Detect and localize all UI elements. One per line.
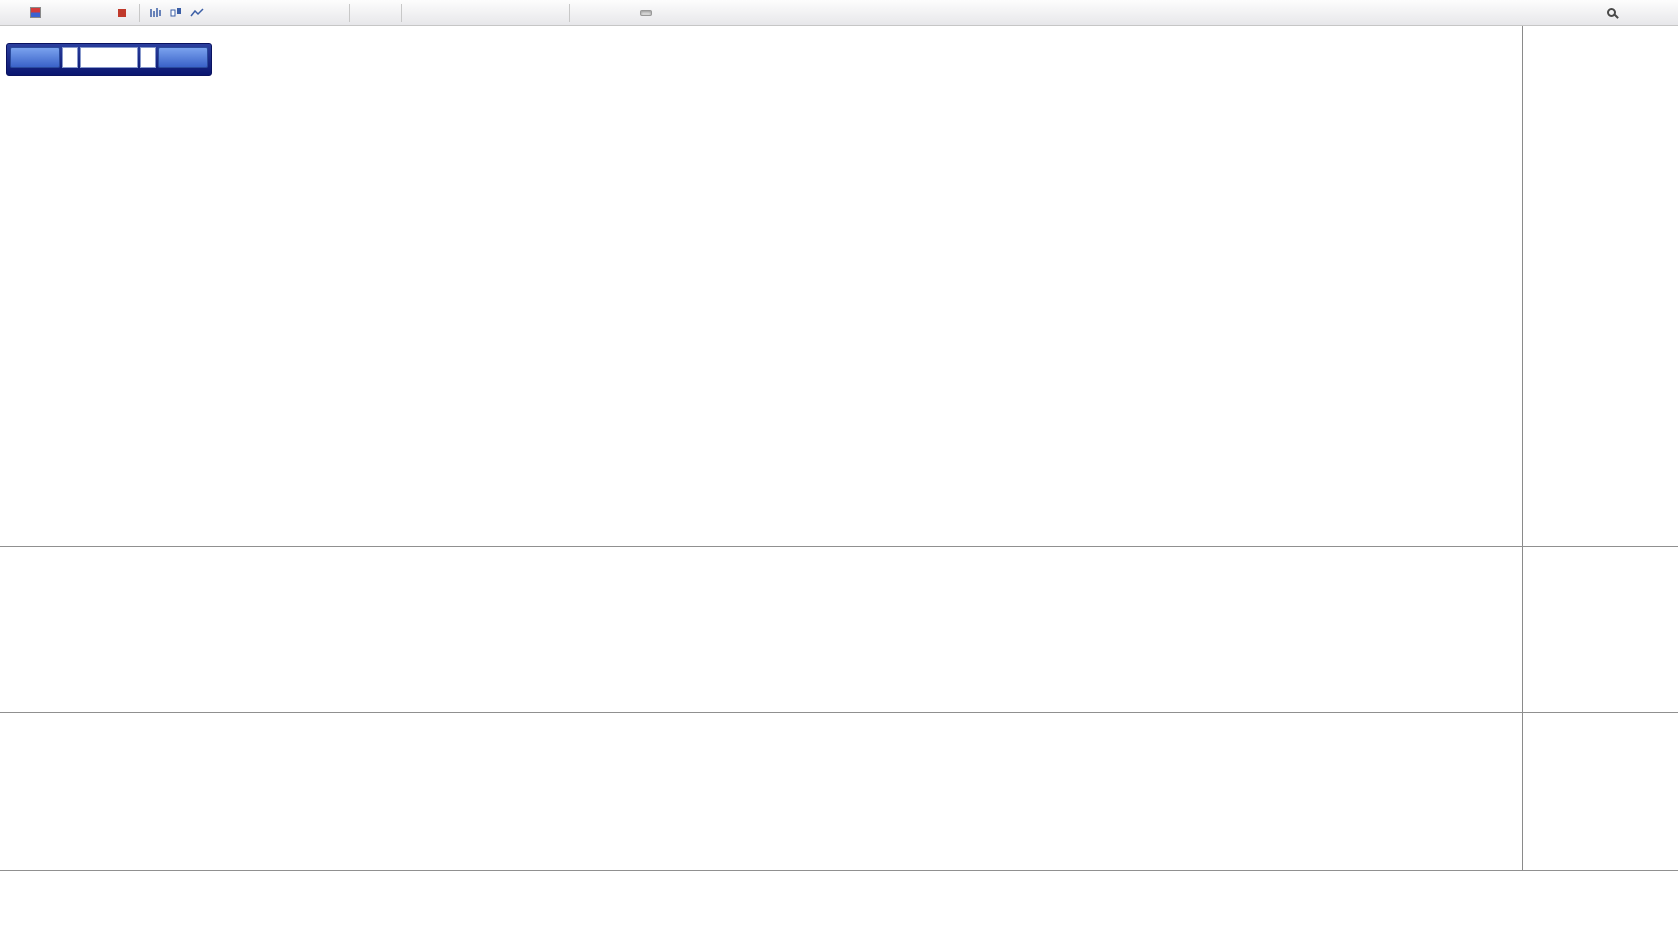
pencil-icon[interactable]	[1622, 3, 1642, 23]
toolbar-separator	[569, 3, 570, 22]
trendline-tool-icon[interactable]	[449, 3, 469, 23]
toolbar-separator	[401, 3, 402, 22]
tf-m15-button[interactable]	[601, 10, 613, 16]
tf-w1-button[interactable]	[666, 10, 678, 16]
candlestick-type-icon[interactable]	[166, 3, 186, 23]
market-watch-icon[interactable]	[50, 3, 70, 23]
chart-area	[0, 26, 1678, 947]
search-icon[interactable]	[1607, 8, 1616, 17]
main-chart-panel[interactable]	[0, 26, 1678, 546]
price-chart-svg	[0, 26, 1522, 546]
tf-m30-button[interactable]	[614, 10, 626, 16]
volume-input[interactable]	[80, 47, 138, 68]
profiles-icon[interactable]	[271, 3, 291, 23]
layers-icon[interactable]	[1648, 3, 1668, 23]
new-chart-icon[interactable]	[4, 3, 24, 23]
zoom-out-icon[interactable]	[229, 3, 249, 23]
horizontal-line-tool-icon[interactable]	[428, 3, 448, 23]
tf-m5-button[interactable]	[588, 10, 600, 16]
rsi-panel[interactable]	[0, 712, 1678, 870]
fibonacci-tool-icon[interactable]	[491, 3, 511, 23]
new-order-icon	[30, 7, 41, 18]
bottom-filler	[0, 892, 1678, 947]
tf-mn-button[interactable]	[679, 10, 691, 16]
navigator-icon[interactable]	[71, 3, 91, 23]
toolbar-right-group	[1607, 3, 1674, 23]
text-tool-icon[interactable]	[512, 3, 532, 23]
autotrade-button[interactable]	[113, 3, 134, 23]
volume-down-button[interactable]	[62, 47, 78, 68]
zoom-in-icon[interactable]	[208, 3, 228, 23]
rsi-axis[interactable]	[1522, 713, 1678, 870]
macd-chart-svg	[0, 547, 1522, 712]
rsi-chart-svg	[0, 713, 1522, 870]
autotrade-icon	[118, 8, 126, 17]
sell-button[interactable]	[10, 47, 60, 68]
bar-chart-type-icon[interactable]	[145, 3, 165, 23]
cursor-tool-icon[interactable]	[355, 3, 375, 23]
tf-h1-button[interactable]	[627, 10, 639, 16]
one-click-trading-panel	[6, 43, 212, 76]
tf-h4-button[interactable]	[640, 9, 652, 16]
toolbar-separator	[349, 3, 350, 22]
toolbar-separator	[139, 3, 140, 22]
line-chart-type-icon[interactable]	[187, 3, 207, 23]
buy-button[interactable]	[158, 47, 208, 68]
tf-d1-button[interactable]	[653, 10, 665, 16]
volume-up-button[interactable]	[140, 47, 156, 68]
macd-axis[interactable]	[1522, 547, 1678, 712]
toolbar	[0, 0, 1678, 26]
refresh-icon[interactable]	[92, 3, 112, 23]
clock-icon[interactable]	[292, 3, 312, 23]
new-order-button[interactable]	[25, 3, 49, 23]
time-axis[interactable]	[0, 870, 1678, 892]
tf-m1-button[interactable]	[575, 10, 587, 16]
macd-panel[interactable]	[0, 546, 1678, 712]
price-axis[interactable]	[1522, 26, 1678, 546]
indicators-icon[interactable]	[313, 3, 333, 23]
channel-tool-icon[interactable]	[470, 3, 490, 23]
vertical-line-tool-icon[interactable]	[407, 3, 427, 23]
tile-windows-icon[interactable]	[250, 3, 270, 23]
arrows-tool-icon[interactable]	[533, 3, 553, 23]
crosshair-tool-icon[interactable]	[376, 3, 396, 23]
